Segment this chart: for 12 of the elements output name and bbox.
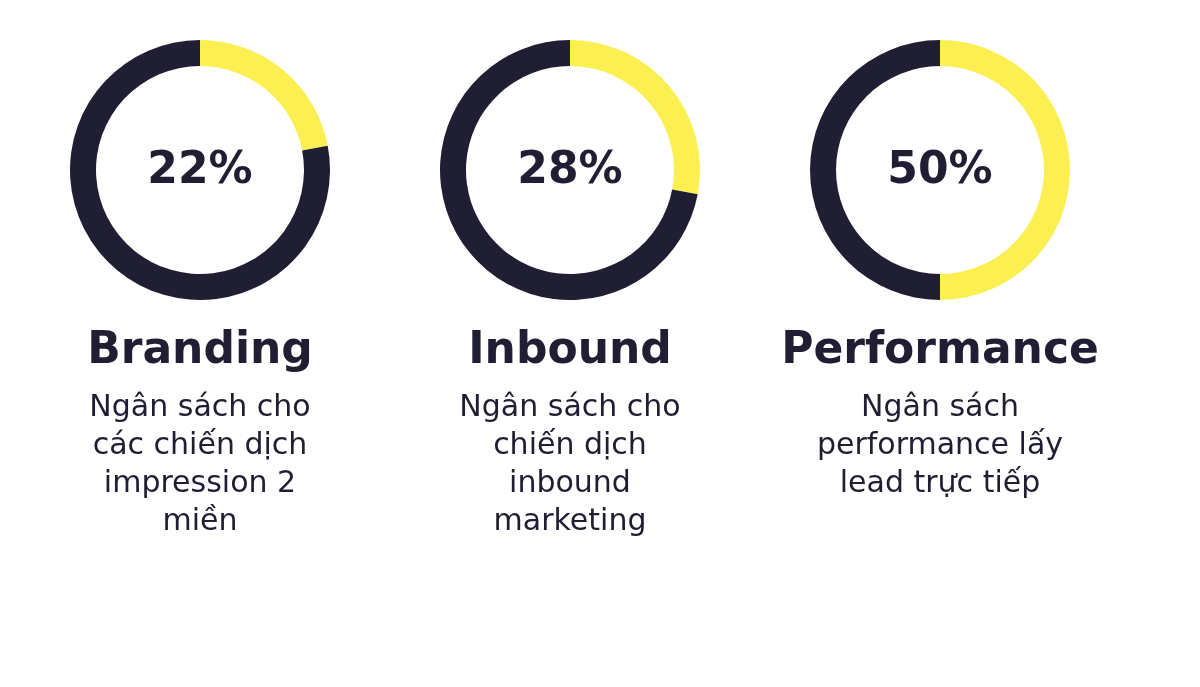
donut-slice xyxy=(70,40,330,300)
text: Ngân sách cho chiến dịch inbound marketing xyxy=(459,388,681,537)
text: Performance xyxy=(781,322,1099,373)
text: Inbound xyxy=(468,322,672,373)
donut-slice xyxy=(200,40,328,151)
text: Branding xyxy=(87,322,313,373)
text: Ngân sách cho các chiến dịch impression 2 miền xyxy=(89,388,311,537)
donut-slice xyxy=(440,40,698,300)
data-label: 22% xyxy=(147,142,253,193)
data-label: 28% xyxy=(517,142,623,193)
data-label: 50% xyxy=(887,142,993,193)
text: Ngân sách performance lấy lead trực tiếp xyxy=(816,388,1064,499)
